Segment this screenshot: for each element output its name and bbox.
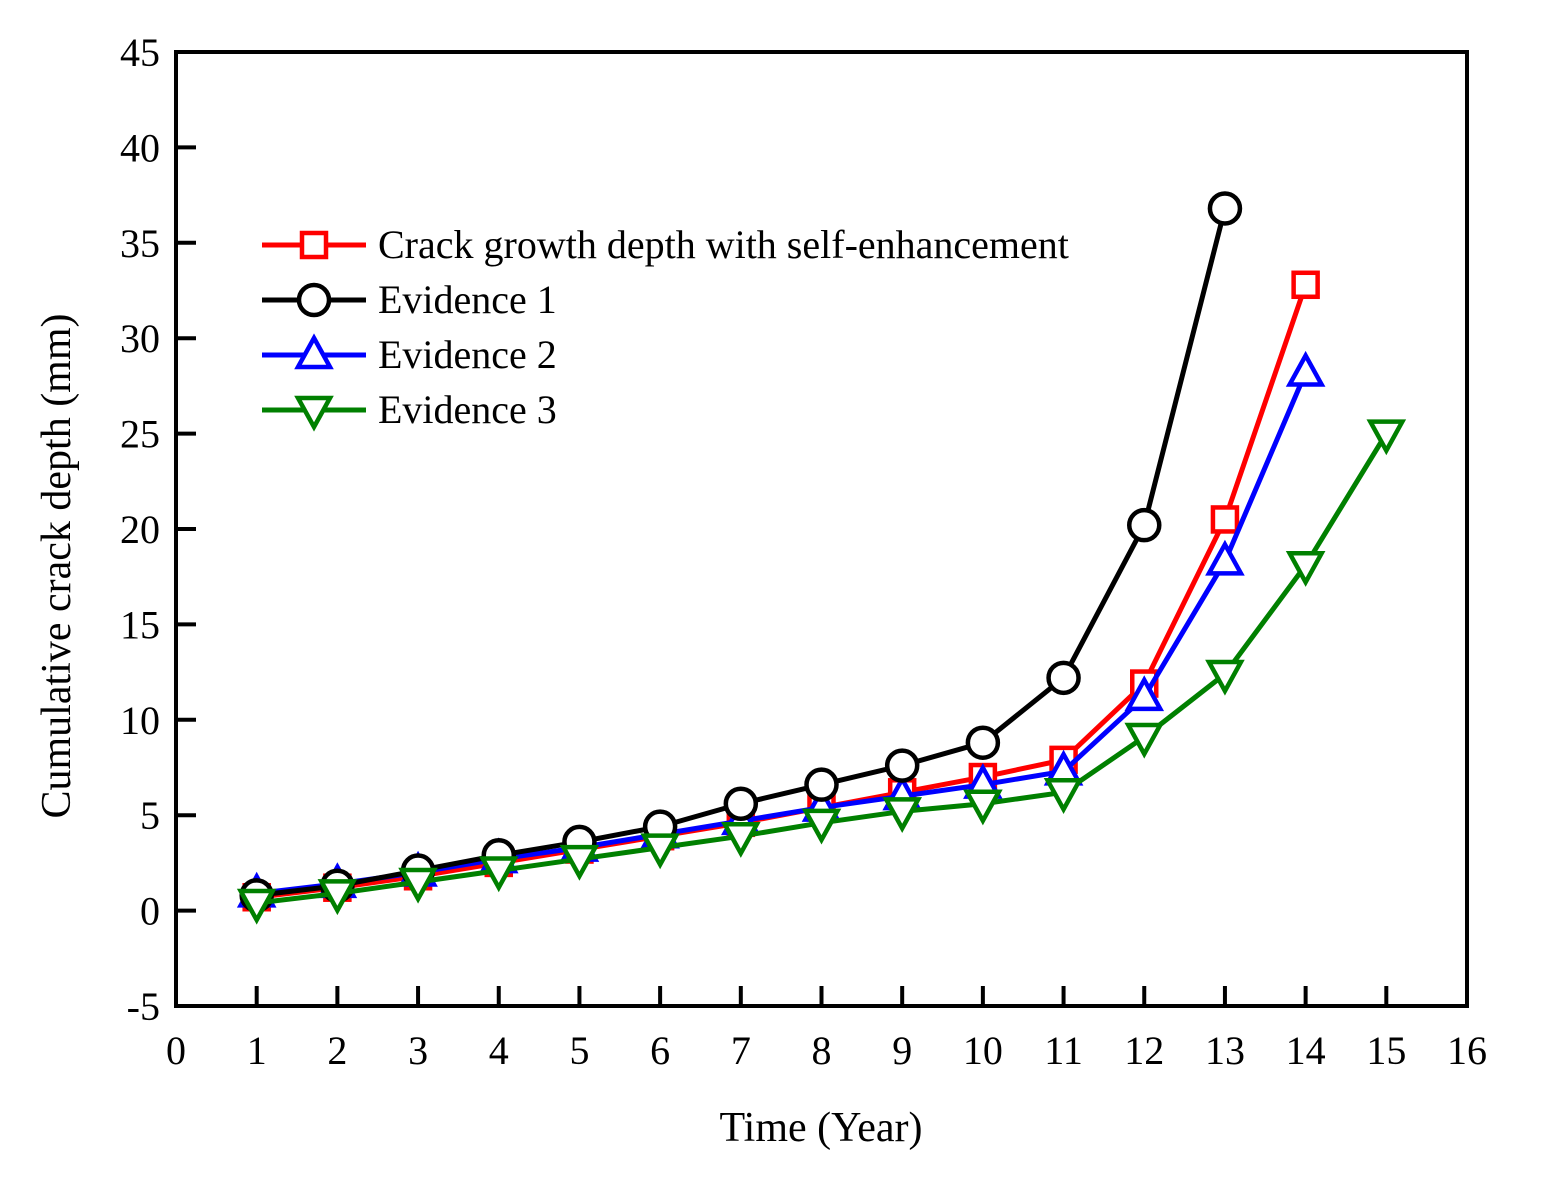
legend: Crack growth depth with self-enhancement… xyxy=(262,222,1069,432)
x-tick-label: 1 xyxy=(247,1028,267,1073)
y-tick-label: 15 xyxy=(120,602,160,647)
y-tick-label: -5 xyxy=(127,984,160,1029)
x-tick-label: 6 xyxy=(650,1028,670,1073)
series-2-point xyxy=(1127,507,1162,543)
series-2-point xyxy=(1046,660,1081,696)
series-3-point xyxy=(1205,539,1245,576)
y-axis-ticks: -5 0 5 10 15 20 25 30 35 40 45 xyxy=(120,30,196,1029)
series-2-point xyxy=(965,725,1001,760)
x-tick-label: 7 xyxy=(731,1028,751,1073)
legend-label: Evidence 3 xyxy=(378,387,557,432)
y-tick-label: 5 xyxy=(140,793,160,838)
series-3-point xyxy=(1285,350,1326,387)
series-4-point xyxy=(1205,659,1245,696)
legend-item-3: Evidence 2 xyxy=(262,332,557,377)
y-axis-title: Cumulative crack depth (mm) xyxy=(34,313,80,818)
y-tick-label: 30 xyxy=(120,316,160,361)
series-4-point xyxy=(236,888,277,925)
series-2-point xyxy=(723,786,759,822)
series-layer xyxy=(236,191,1407,925)
x-tick-label: 15 xyxy=(1366,1028,1406,1073)
series-4-point xyxy=(882,797,922,834)
series-3-line xyxy=(256,371,1308,896)
series-4-point xyxy=(1366,419,1407,456)
series-4-point xyxy=(1043,778,1084,814)
series-3-point xyxy=(1124,675,1165,712)
legend-item-1: Crack growth depth with self-enhancement xyxy=(262,222,1069,267)
x-axis-title: Time (Year) xyxy=(719,1105,922,1151)
series-4-point xyxy=(721,821,761,858)
x-tick-label: 10 xyxy=(963,1028,1003,1073)
x-tick-label: 16 xyxy=(1447,1028,1487,1073)
y-tick-label: 25 xyxy=(120,412,160,457)
legend-label: Evidence 1 xyxy=(378,277,557,322)
y-tick-label: 0 xyxy=(140,889,160,934)
x-tick-label: 5 xyxy=(569,1028,589,1073)
series-4-point xyxy=(640,833,680,870)
x-tick-label: 0 xyxy=(166,1028,186,1073)
series-4-point xyxy=(1124,722,1165,759)
legend-item-2: Evidence 1 xyxy=(262,277,557,322)
series-1-point xyxy=(1291,270,1320,300)
x-tick-label: 12 xyxy=(1124,1028,1164,1073)
series-2-point xyxy=(1207,191,1243,226)
legend-item-4: Evidence 3 xyxy=(262,387,557,432)
x-tick-label: 14 xyxy=(1286,1028,1326,1073)
series-2-point xyxy=(804,767,839,802)
series-4-point xyxy=(801,808,842,845)
series-4 xyxy=(236,419,1407,925)
y-tick-label: 40 xyxy=(120,125,160,170)
x-tick-label: 9 xyxy=(892,1028,912,1073)
series-4-point xyxy=(1285,551,1326,587)
legend-marker xyxy=(296,282,332,318)
legend-marker xyxy=(294,395,334,432)
series-4-point xyxy=(478,856,519,893)
series-2 xyxy=(239,191,1243,913)
series-1-point xyxy=(1210,505,1240,534)
y-tick-label: 20 xyxy=(120,507,160,552)
y-tick-label: 45 xyxy=(120,30,160,75)
series-2-point xyxy=(884,748,920,783)
x-tick-label: 4 xyxy=(489,1028,509,1073)
x-tick-label: 8 xyxy=(812,1028,832,1073)
series-3 xyxy=(236,350,1326,908)
x-tick-label: 3 xyxy=(408,1028,428,1073)
series-4-point xyxy=(963,789,1003,826)
x-tick-label: 2 xyxy=(327,1028,347,1073)
legend-marker xyxy=(299,230,329,260)
series-4-point xyxy=(559,844,600,881)
x-tick-label: 13 xyxy=(1205,1028,1245,1073)
legend-marker xyxy=(294,333,334,370)
plot-area-frame xyxy=(174,50,1469,1008)
legend-label: Evidence 2 xyxy=(378,332,557,377)
series-4-point xyxy=(398,867,438,904)
y-tick-label: 10 xyxy=(120,698,160,743)
y-tick-label: 35 xyxy=(120,221,160,266)
x-axis-ticks: 0 1 2 3 4 5 6 7 8 9 10 11 12 13 14 15 16 xyxy=(166,986,1487,1073)
x-tick-label: 11 xyxy=(1044,1028,1083,1073)
legend-label: Crack growth depth with self-enhancement xyxy=(378,222,1069,267)
series-4-point xyxy=(317,879,358,916)
